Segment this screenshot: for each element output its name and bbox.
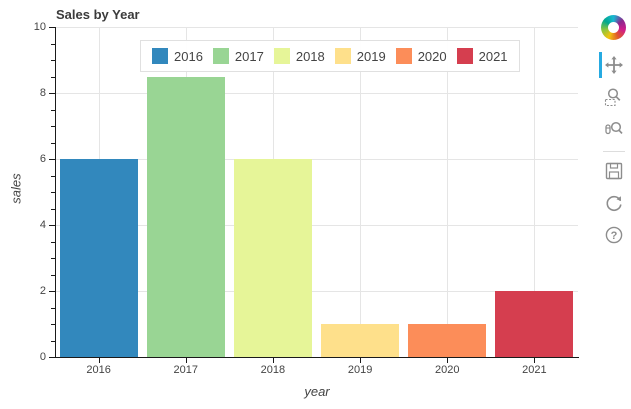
y-gridline [55,291,578,292]
legend-label: 2019 [356,48,386,64]
legend-item-2017: 2017 [212,48,264,64]
legend-swatch-icon [152,48,168,64]
y-minor-tick [51,274,55,276]
magnifier-wheel-icon [604,121,623,135]
x-major-tick [447,358,449,363]
y-minor-tick [51,208,55,210]
floppy-disk-icon [605,162,622,180]
y-major-tick [49,159,55,160]
legend-swatch-icon [456,48,473,64]
y-axis-title: sales [8,173,24,204]
refresh-arrow-icon [606,195,622,211]
x-gridline [360,27,362,357]
y-minor-tick [51,60,55,61]
y-minor-tick [51,126,55,127]
y-minor-tick [51,43,55,45]
save-tool-button[interactable] [599,158,629,184]
legend-label: 2021 [478,48,508,64]
x-tick-label: 2016 [86,364,111,376]
legend: 2016 2017 2018 2019 2020 2021 [140,40,520,72]
toolbar-divider [602,151,625,152]
x-gridline [534,27,536,357]
y-tick-label: 2 [39,285,46,297]
x-axis-line [55,357,579,358]
legend-item-2021: 2021 [456,48,508,64]
bar-2018 [233,159,312,357]
y-tick-label: 8 [39,87,46,99]
y-gridline [55,27,578,28]
bar-2021 [495,291,574,357]
wheel-zoom-tool-button[interactable] [599,116,629,142]
legend-label: 2020 [417,48,447,64]
legend-swatch-icon [273,48,290,64]
y-minor-tick [51,258,55,259]
x-tick-label: 2021 [522,364,547,376]
reset-tool-button[interactable] [599,190,629,216]
pan-tool-button[interactable] [599,52,629,78]
chart-title: Sales by Year [56,7,140,22]
y-tick-label: 4 [39,219,46,231]
x-tick-label: 2019 [347,364,373,376]
legend-item-2020: 2020 [395,48,447,64]
x-major-tick [534,358,536,363]
bar-2017 [146,76,225,357]
y-major-tick [49,291,55,292]
y-minor-tick [51,324,55,325]
x-tick-label: 2020 [435,364,460,376]
y-minor-tick [51,340,55,342]
x-tick-label: 2017 [173,364,199,376]
help-tool-button[interactable]: ? [599,222,629,248]
legend-item-2018: 2018 [273,48,325,64]
x-major-tick [185,358,187,363]
legend-label: 2017 [234,48,264,64]
y-minor-tick [51,175,55,177]
y-minor-tick [51,109,55,111]
y-axis-line [55,27,56,358]
legend-label: 2016 [174,48,203,64]
bokeh-logo-icon[interactable] [601,15,626,40]
y-minor-tick [51,307,55,309]
y-gridline [55,159,578,160]
y-gridline [55,93,578,94]
bar-2019 [321,324,400,357]
y-minor-tick [51,192,55,193]
y-tick-label: 6 [39,153,46,165]
y-major-tick [49,27,55,28]
legend-swatch-icon [334,48,351,64]
x-gridline [447,27,449,357]
magnifier-dashed-box-icon [604,88,620,107]
x-major-tick [360,358,362,363]
y-tick-label: 10 [33,21,46,33]
y-tick-label: 0 [39,351,46,363]
y-major-tick [49,357,55,358]
move-arrows-icon [604,56,623,74]
legend-label: 2018 [295,48,325,64]
bar-2016 [59,159,138,357]
x-axis-title: year [304,384,330,399]
legend-swatch-icon [212,48,229,64]
y-gridline [55,225,578,226]
svg-text:?: ? [610,230,617,242]
bar-2020 [408,324,487,357]
y-major-tick [49,93,55,94]
x-major-tick [98,358,100,363]
y-minor-tick [51,76,55,78]
legend-item-2016: 2016 [152,48,203,64]
legend-item-2019: 2019 [334,48,386,64]
box-zoom-tool-button[interactable] [599,84,629,110]
x-major-tick [272,358,274,363]
y-minor-tick [51,241,55,243]
bokeh-toolbar: ? [597,15,630,251]
x-tick-label: 2018 [260,364,286,376]
question-mark-circle-icon: ? [605,226,622,244]
y-major-tick [49,225,55,226]
y-minor-tick [51,142,55,144]
legend-swatch-icon [395,48,412,64]
